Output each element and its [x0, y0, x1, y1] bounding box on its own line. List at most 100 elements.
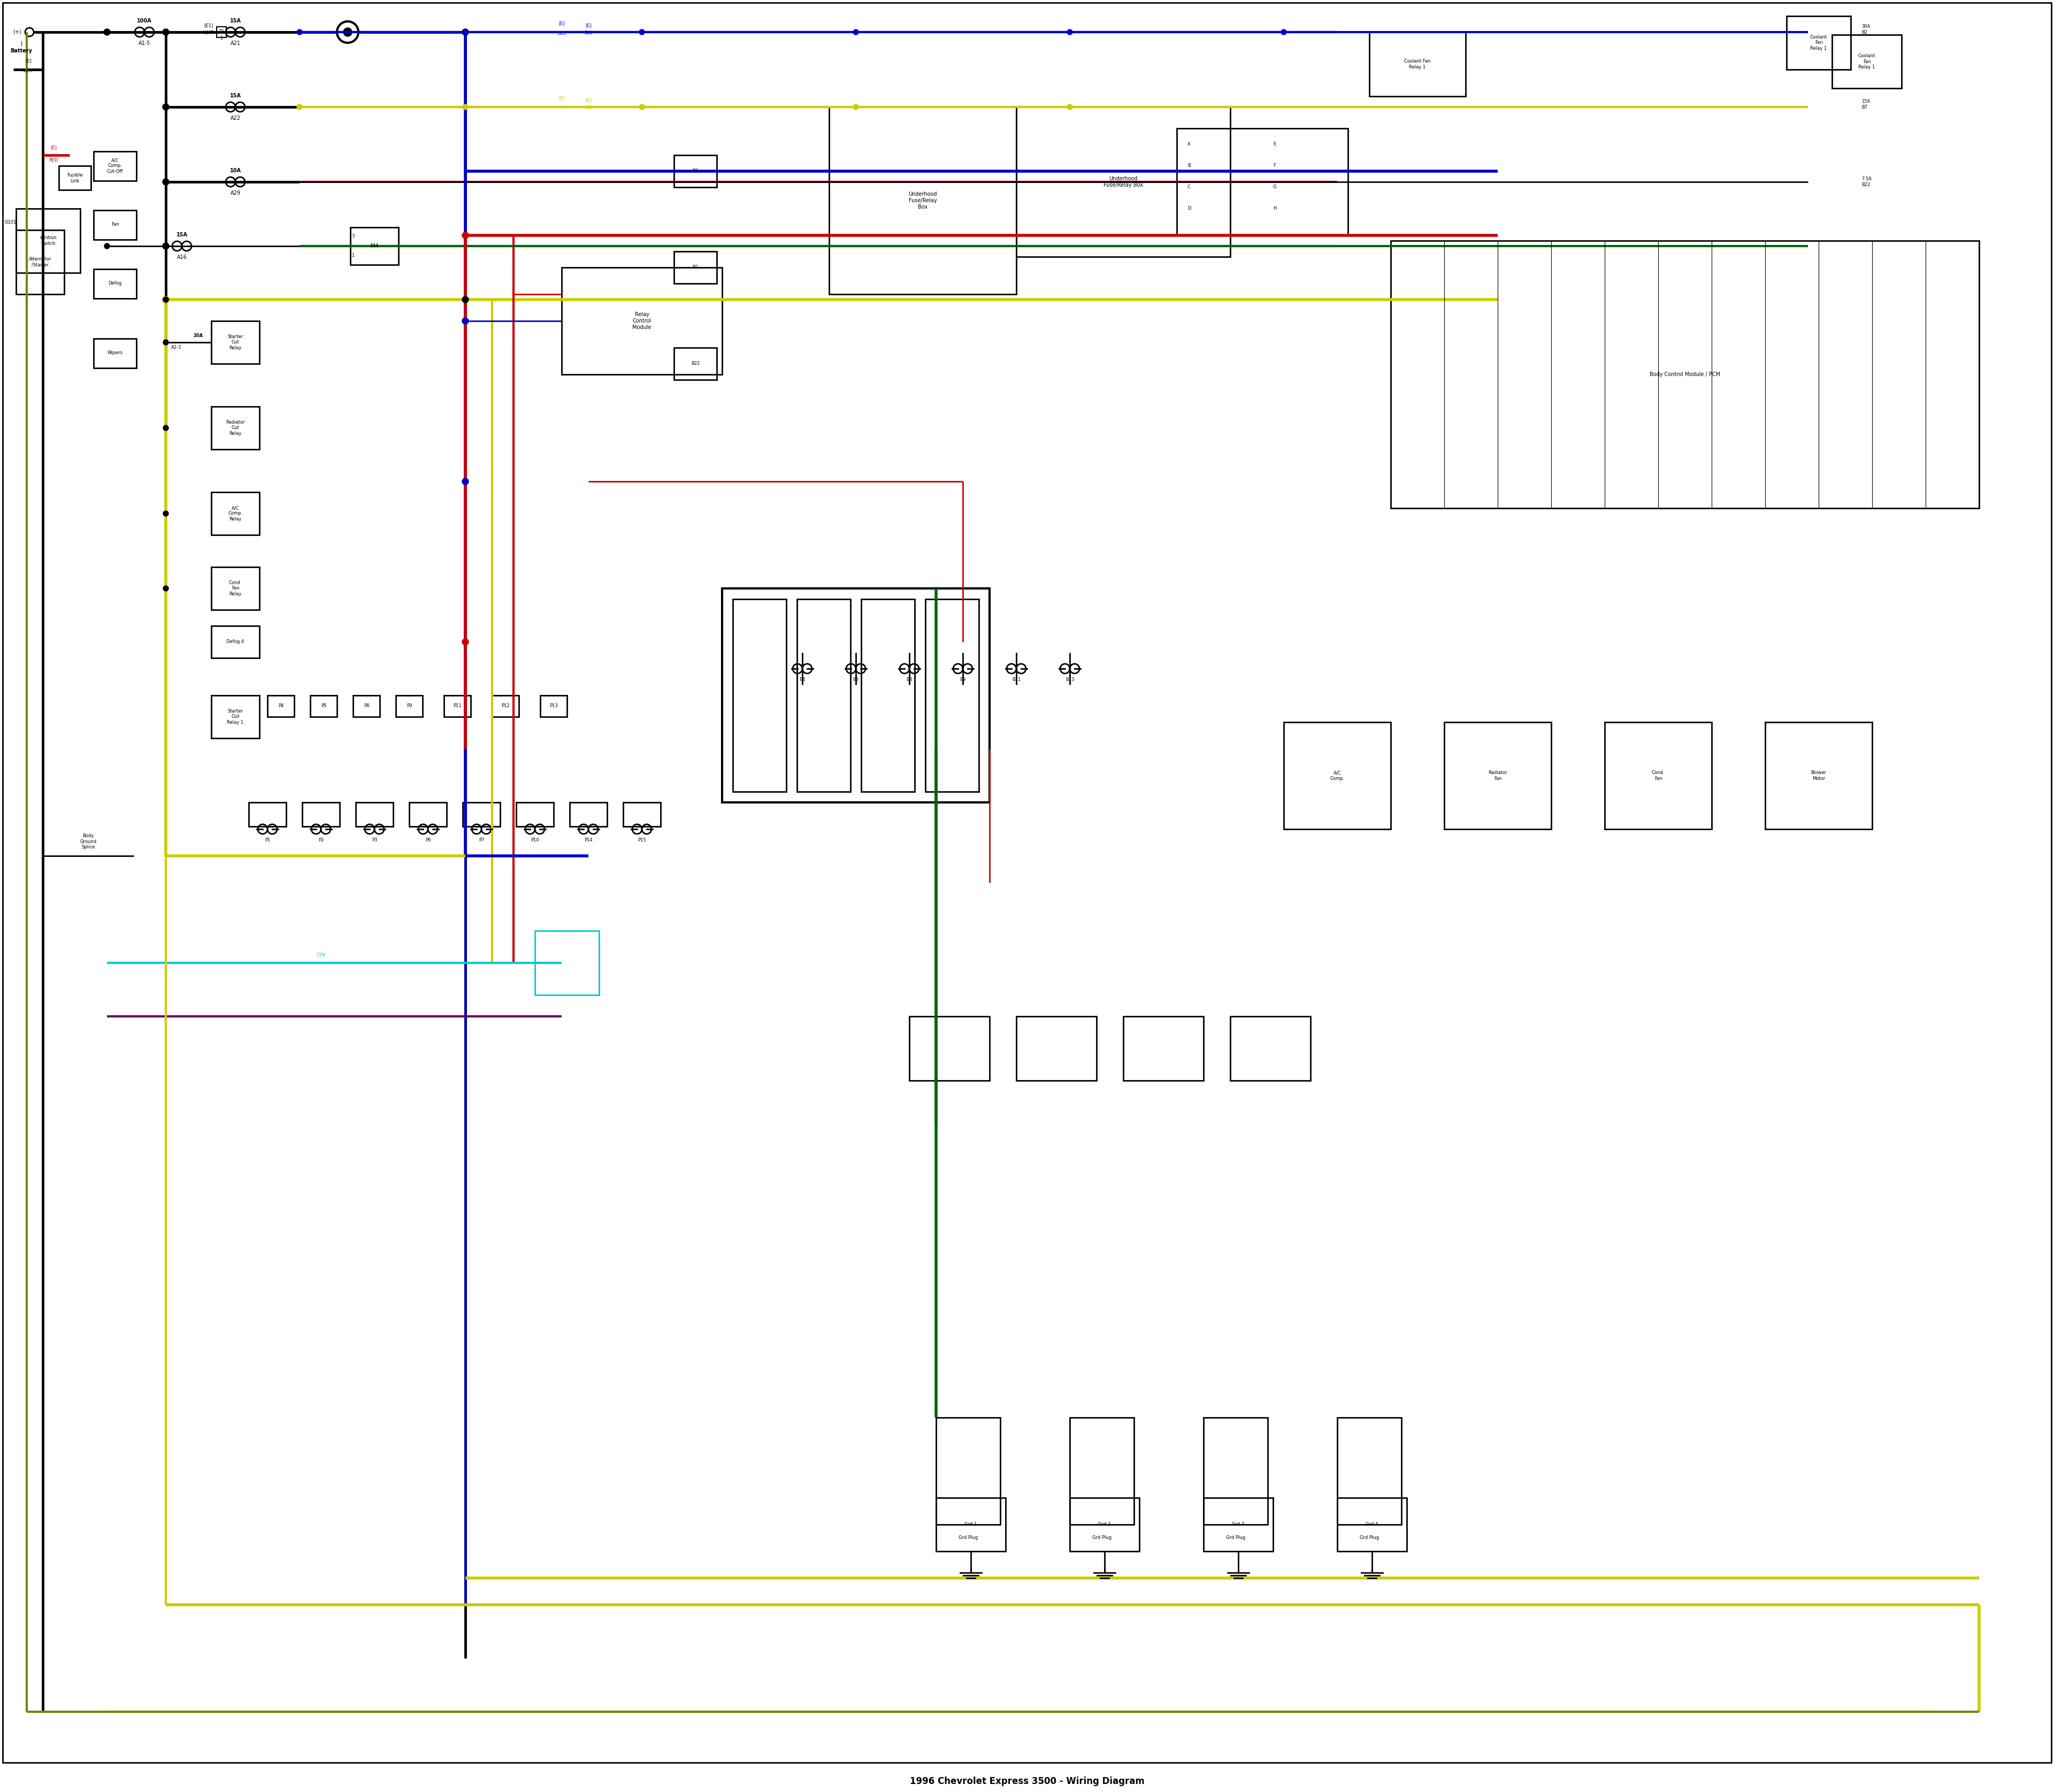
Text: Body
Ground
Splice: Body Ground Splice: [80, 833, 97, 849]
Text: 15A: 15A: [230, 93, 240, 99]
Bar: [1337, 1417, 1401, 1525]
Text: A/C
Comp.
Cut-Off: A/C Comp. Cut-Off: [107, 158, 123, 174]
Bar: [540, 695, 567, 717]
Text: Grd Plug: Grd Plug: [1360, 1536, 1378, 1539]
Circle shape: [162, 244, 168, 249]
Bar: [94, 151, 136, 181]
Text: Coolant
Fan
Relay 1: Coolant Fan Relay 1: [1810, 34, 1828, 50]
Circle shape: [1282, 29, 1286, 34]
Text: Battery: Battery: [10, 48, 33, 54]
Bar: [1444, 722, 1551, 830]
Bar: [1017, 1016, 1097, 1081]
Bar: [910, 1016, 990, 1081]
Circle shape: [162, 104, 168, 109]
Text: Relay
Control
Module: Relay Control Module: [633, 312, 651, 330]
Text: P13: P13: [548, 704, 559, 708]
Circle shape: [1068, 104, 1072, 109]
Text: 1: 1: [220, 36, 222, 41]
Circle shape: [162, 586, 168, 591]
Text: Starter
Cut
Relay: Starter Cut Relay: [228, 335, 242, 349]
Bar: [861, 599, 914, 792]
Text: A/C
Comp.
Relay: A/C Comp. Relay: [228, 505, 242, 521]
Circle shape: [462, 104, 468, 109]
Text: A21: A21: [230, 41, 240, 47]
Text: [E1]: [E1]: [203, 23, 214, 29]
Text: Defog: Defog: [109, 281, 121, 287]
Bar: [1070, 1417, 1134, 1525]
Text: Radiator
Fan: Radiator Fan: [1489, 771, 1508, 781]
Bar: [937, 1417, 1000, 1525]
Text: Grd 3: Grd 3: [1232, 1521, 1245, 1527]
Bar: [216, 27, 226, 38]
Bar: [516, 803, 555, 826]
Text: Grd Plug: Grd Plug: [1093, 1536, 1111, 1539]
Text: P7: P7: [479, 837, 485, 842]
Circle shape: [162, 29, 168, 34]
Bar: [94, 269, 136, 297]
Text: B8: B8: [906, 677, 912, 683]
Text: P15: P15: [637, 837, 647, 842]
Text: E: E: [1273, 142, 1276, 147]
Text: A/C
Comp.: A/C Comp.: [1331, 771, 1345, 781]
Text: 3: 3: [351, 235, 355, 238]
Text: Body Control Module / PCM: Body Control Module / PCM: [1649, 371, 1721, 376]
Text: A: A: [1187, 142, 1191, 147]
Bar: [212, 321, 259, 364]
Circle shape: [462, 29, 468, 36]
Bar: [674, 156, 717, 186]
Text: YEL: YEL: [585, 106, 592, 111]
Bar: [1124, 1016, 1204, 1081]
Text: M4: M4: [370, 244, 378, 249]
Bar: [569, 803, 608, 826]
Text: A1-5: A1-5: [138, 41, 150, 47]
Text: Coolant
Fan
Relay 1: Coolant Fan Relay 1: [1859, 54, 1875, 70]
Text: D: D: [1187, 206, 1191, 211]
Bar: [351, 228, 398, 265]
Bar: [1230, 1016, 1310, 1081]
Circle shape: [105, 29, 111, 36]
Text: Ignition
Switch: Ignition Switch: [39, 235, 58, 246]
Bar: [94, 339, 136, 367]
Text: 7.5A
B22: 7.5A B22: [1861, 177, 1871, 186]
Text: P4: P4: [277, 704, 283, 708]
Text: 100A: 100A: [138, 18, 152, 23]
Text: T1: T1: [218, 30, 224, 34]
Text: P1: P1: [265, 837, 271, 842]
Bar: [310, 695, 337, 717]
Circle shape: [462, 233, 468, 238]
Circle shape: [162, 104, 168, 109]
Text: [E]: [E]: [25, 59, 31, 63]
Text: Underhood
Fuse/Relay
Box: Underhood Fuse/Relay Box: [908, 192, 937, 210]
Text: [E]: [E]: [559, 22, 565, 25]
Circle shape: [639, 29, 645, 34]
Circle shape: [462, 478, 468, 484]
Text: 1: 1: [21, 41, 23, 47]
Circle shape: [852, 104, 859, 109]
Text: Underhood
Fuse/Relay Box: Underhood Fuse/Relay Box: [1103, 176, 1144, 188]
Circle shape: [162, 296, 168, 303]
Circle shape: [298, 104, 302, 109]
Bar: [212, 407, 259, 450]
Bar: [1017, 108, 1230, 256]
Text: P5: P5: [320, 704, 327, 708]
Text: [E]: [E]: [49, 145, 58, 151]
Text: Blower
Motor: Blower Motor: [1812, 771, 1826, 781]
Text: Radiator
Cut
Relay: Radiator Cut Relay: [226, 419, 244, 435]
Text: Cond.
Fan: Cond. Fan: [1651, 771, 1664, 781]
Circle shape: [105, 244, 109, 249]
Text: B13: B13: [1066, 677, 1074, 683]
Text: RED: RED: [49, 158, 58, 163]
Text: A29: A29: [230, 190, 240, 195]
Bar: [1764, 722, 1871, 830]
Bar: [212, 625, 259, 658]
Text: BLU: BLU: [583, 30, 594, 36]
Bar: [674, 251, 717, 283]
Circle shape: [298, 29, 302, 34]
Text: Starter
Coil
Relay 1: Starter Coil Relay 1: [228, 710, 244, 724]
Bar: [493, 695, 520, 717]
Text: 15A: 15A: [230, 18, 240, 23]
Circle shape: [162, 511, 168, 516]
Text: P3: P3: [372, 837, 378, 842]
Text: B4: B4: [799, 677, 805, 683]
Text: Fan: Fan: [111, 222, 119, 228]
